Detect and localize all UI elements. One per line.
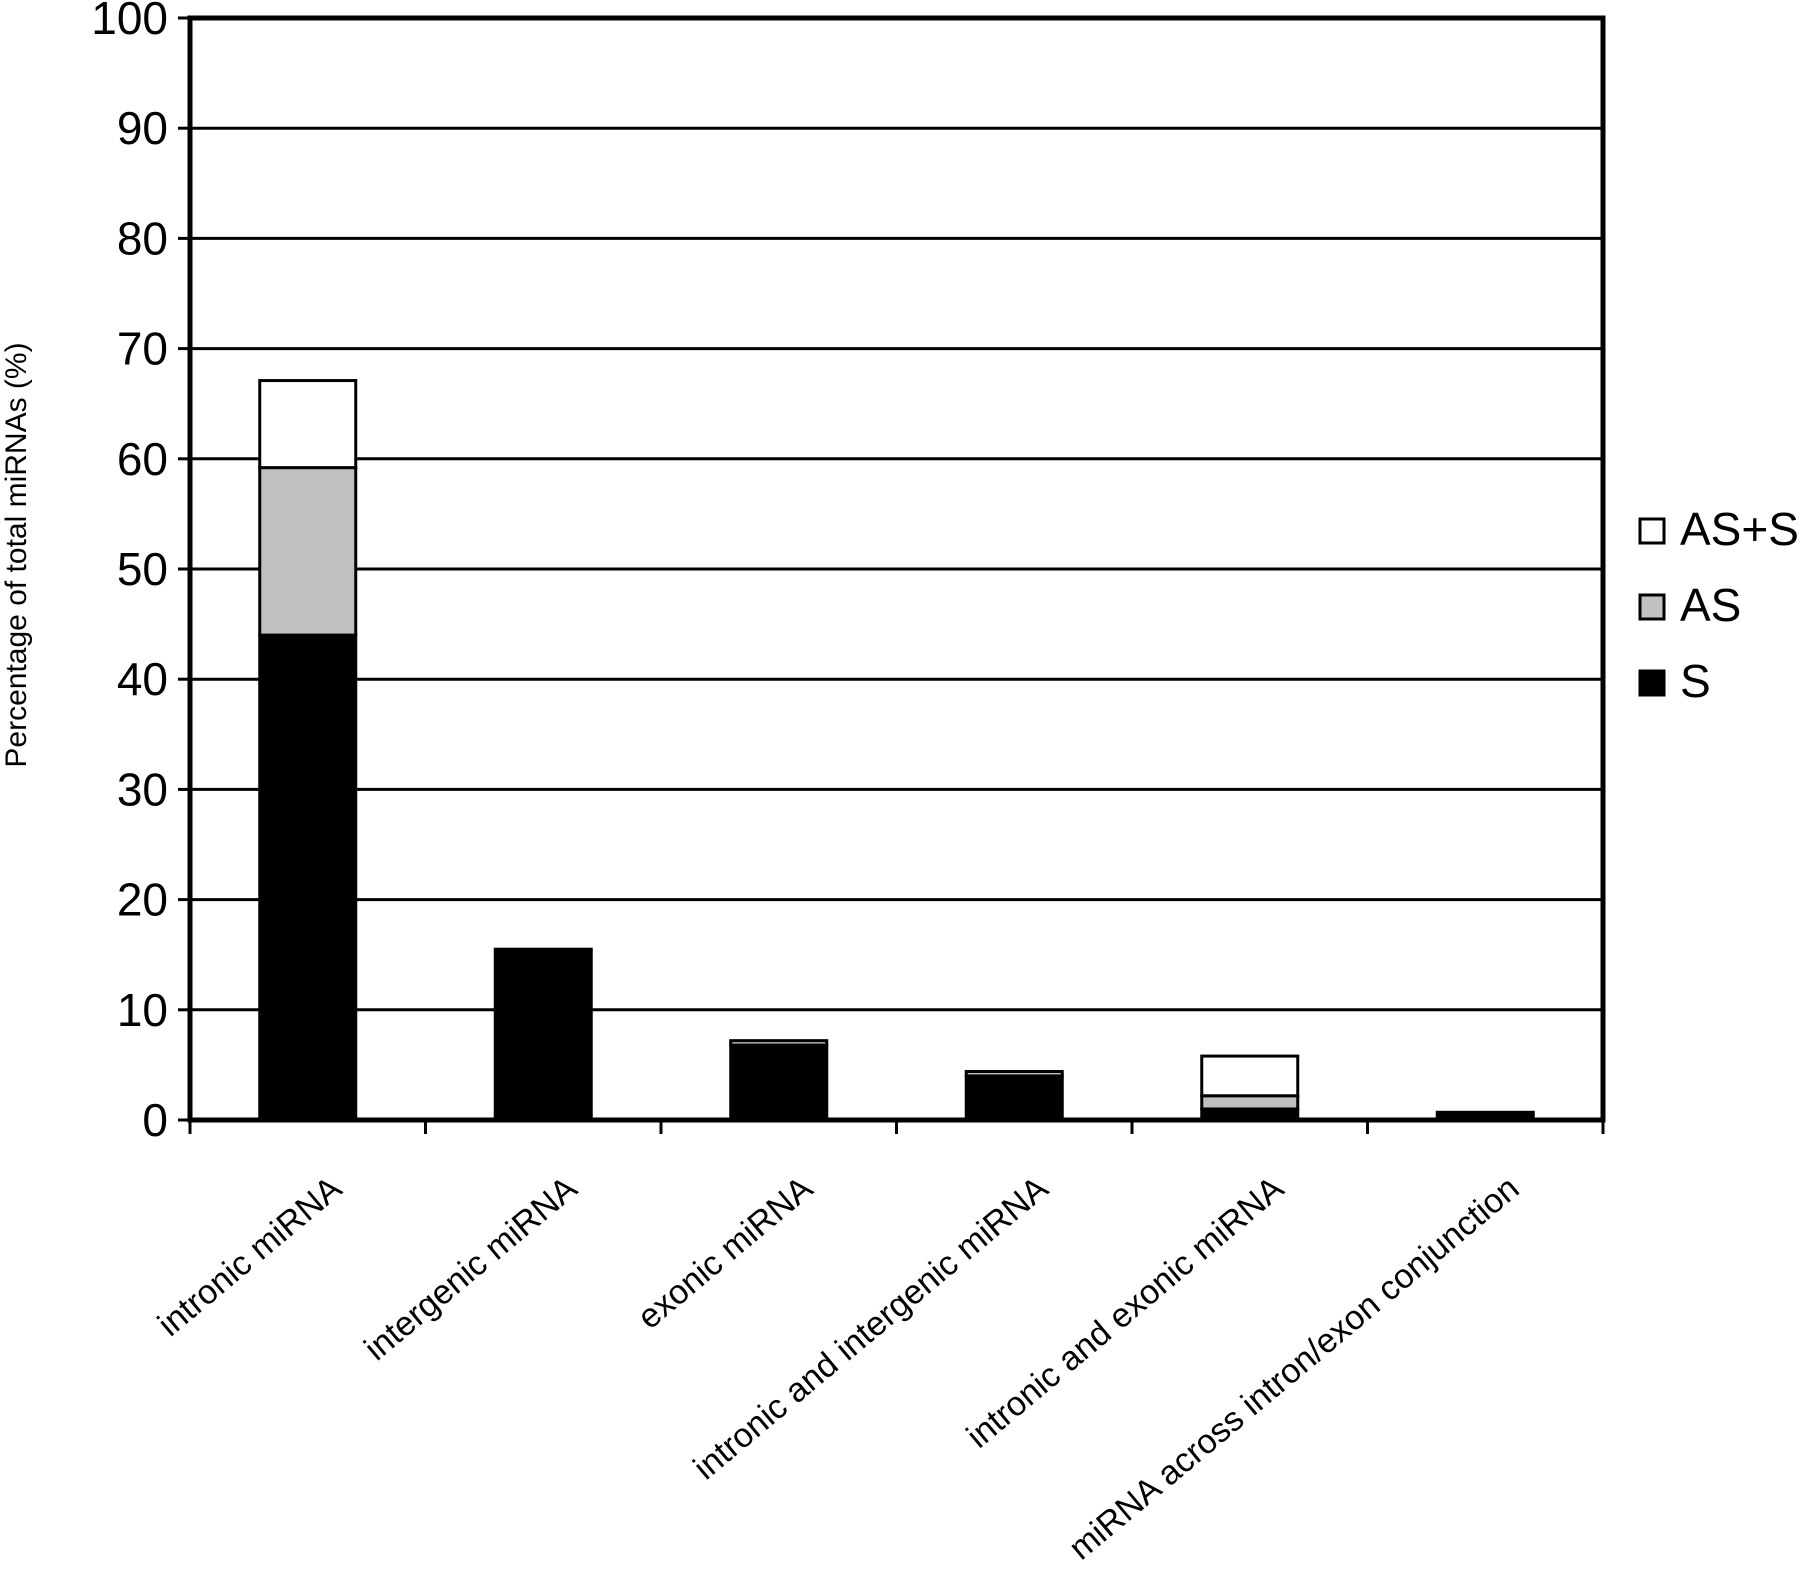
x-category-label: intronic miRNA bbox=[151, 1169, 349, 1344]
y-tick-label: 100 bbox=[91, 0, 168, 44]
bar-segment-s bbox=[964, 1074, 1064, 1122]
y-tick-label: 20 bbox=[117, 874, 168, 926]
bar-segment-s bbox=[258, 633, 358, 1122]
x-category-label: exonic miRNA bbox=[630, 1169, 820, 1337]
legend-label: AS+S bbox=[1680, 503, 1799, 555]
bar-segment-as bbox=[1200, 1094, 1300, 1111]
x-axis-ticks: intronic miRNA intergenic miRNA exonic miR… bbox=[151, 1120, 1605, 1567]
y-tick-label: 40 bbox=[117, 653, 168, 705]
y-tick-label: 90 bbox=[117, 102, 168, 154]
x-category-label: intergenic miRNA bbox=[357, 1169, 584, 1368]
x-category-label: miRNA across intron/exon conjunction bbox=[1062, 1169, 1527, 1567]
y-tick-label: 0 bbox=[142, 1094, 168, 1146]
legend: AS+S AS S bbox=[1638, 503, 1799, 707]
bar-segment-aspluss bbox=[258, 379, 358, 470]
bar-segment-s bbox=[729, 1043, 829, 1122]
gridlines bbox=[190, 126, 1603, 1012]
bar-segment-as bbox=[258, 466, 358, 637]
legend-swatch-as bbox=[1638, 593, 1666, 621]
legend-swatch-aspluss bbox=[1638, 517, 1666, 545]
y-tick-label: 80 bbox=[117, 212, 168, 264]
y-tick-label: 60 bbox=[117, 433, 168, 485]
legend-swatch-s bbox=[1638, 669, 1666, 697]
bar-segment-s bbox=[493, 947, 593, 1122]
legend-label: S bbox=[1680, 655, 1711, 707]
bar-segment-as bbox=[729, 1039, 829, 1047]
bar-segment-as bbox=[964, 1070, 1064, 1078]
bar-segment-aspluss bbox=[1200, 1054, 1300, 1098]
y-tick-label: 10 bbox=[117, 984, 168, 1036]
y-axis-ticks: 0 10 20 30 40 50 60 70 80 90 100 bbox=[91, 0, 190, 1146]
legend-label: AS bbox=[1680, 579, 1741, 631]
y-tick-label: 70 bbox=[117, 323, 168, 375]
y-tick-label: 50 bbox=[117, 543, 168, 595]
y-axis-title: Percentage of total miRNAs (%) bbox=[0, 342, 33, 767]
bars bbox=[258, 379, 1535, 1122]
y-tick-label: 30 bbox=[117, 763, 168, 815]
